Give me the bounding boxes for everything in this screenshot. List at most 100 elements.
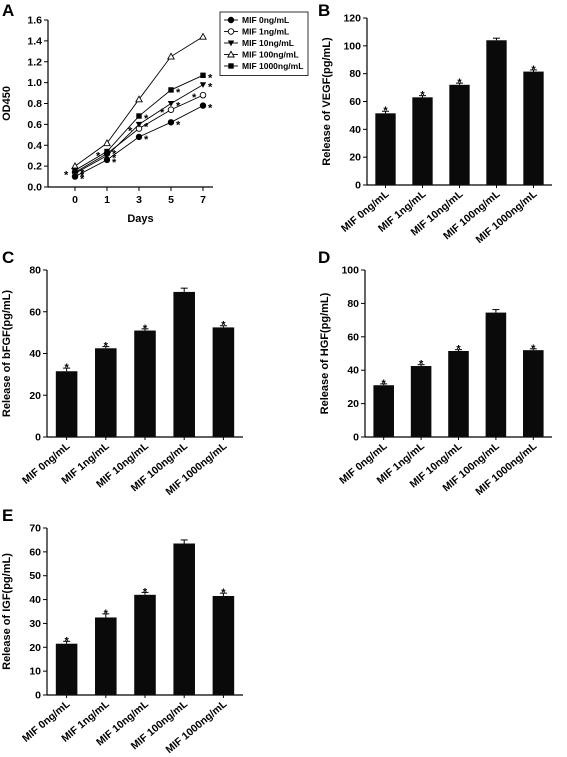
od450-significance-star: * xyxy=(160,107,165,119)
igf-y-tick-label: 40 xyxy=(29,594,41,606)
od450-significance-star: * xyxy=(176,101,181,113)
od450-data-point xyxy=(199,91,207,99)
od450-significance-star: * xyxy=(112,149,117,161)
od450-significance-star: * xyxy=(96,151,101,163)
od450-data-point xyxy=(72,167,78,173)
panel-label-e: E xyxy=(2,506,13,525)
od450-legend-marker xyxy=(228,63,234,69)
bfgf-y-tick-label: 40 xyxy=(29,348,41,360)
od450-legend-label: MIF 10ng/mL xyxy=(242,38,294,48)
vegf-significance-star: * xyxy=(531,64,536,76)
hgf-bar xyxy=(523,350,544,437)
vegf-y-tick-label: 100 xyxy=(343,40,361,52)
od450-data-point xyxy=(199,102,207,109)
hgf-y-tick-label: 80 xyxy=(347,298,359,310)
od450-y-tick-label: 0.8 xyxy=(27,98,42,110)
panel-label-d: D xyxy=(318,248,330,267)
hgf-y-tick-label: 60 xyxy=(347,331,359,343)
od450-significance-star: * xyxy=(208,103,213,115)
od450-legend-label: MIF 1000ng/mL xyxy=(242,61,303,71)
od450-x-axis-label: Days xyxy=(127,213,153,225)
od450-data-point xyxy=(167,52,175,60)
od450-significance-star: * xyxy=(176,119,181,131)
hgf-bar xyxy=(485,312,507,437)
hgf-significance-star: * xyxy=(456,344,461,356)
od450-data-point xyxy=(135,95,143,103)
hgf-y-tick-label: 20 xyxy=(347,398,359,410)
line-chart-od450: 0.00.20.40.60.81.01.21.41.60 1 3 5 7********… xyxy=(1,11,309,225)
od450-data-point xyxy=(199,32,207,40)
vegf-significance-star: * xyxy=(420,90,425,102)
od450-data-point xyxy=(199,82,207,88)
od450-y-tick-label: 1.6 xyxy=(27,15,42,27)
od450-y-tick-label: 0.0 xyxy=(27,182,42,194)
hgf-y-axis-label: Release of HGF(pg/mL) xyxy=(319,292,331,414)
bfgf-y-tick-label: 20 xyxy=(29,390,41,402)
igf-y-tick-label: 0 xyxy=(35,690,41,702)
od450-legend-marker xyxy=(227,50,235,58)
hgf-bar xyxy=(410,366,432,437)
hgf-significance-star: * xyxy=(531,343,536,355)
vegf-y-tick-label: 120 xyxy=(343,13,361,25)
od450-legend-label: MIF 1ng/mL xyxy=(242,27,289,37)
od450-significance-star: * xyxy=(208,82,213,94)
od450-y-tick-label: 1.2 xyxy=(27,56,42,68)
od450-legend-marker xyxy=(227,40,235,47)
od450-legend-label: MIF 100ng/mL xyxy=(242,50,299,60)
vegf-bar xyxy=(412,97,433,185)
od450-significance-star: * xyxy=(128,126,133,138)
od450-significance-star: * xyxy=(112,153,117,165)
od450-x-tick-label: 3 xyxy=(136,194,142,206)
od450-significance-star: * xyxy=(144,113,149,125)
igf-significance-star: * xyxy=(143,586,148,598)
hgf-significance-star: * xyxy=(382,378,387,390)
od450-x-tick-label: 5 xyxy=(168,194,174,206)
igf-bar xyxy=(173,543,195,695)
igf-significance-star: * xyxy=(104,608,109,620)
igf-y-tick-label: 70 xyxy=(29,523,41,535)
vegf-significance-star: * xyxy=(457,77,462,89)
hgf-bar xyxy=(373,385,394,437)
od450-x-tick-label: 7 xyxy=(200,194,206,206)
vegf-bar xyxy=(375,113,396,185)
od450-data-point xyxy=(103,139,111,147)
igf-y-tick-label: 50 xyxy=(29,570,41,582)
od450-data-point xyxy=(168,87,174,93)
vegf-bar xyxy=(523,71,544,185)
bfgf-bar xyxy=(95,348,117,437)
od450-y-tick-label: 0.2 xyxy=(27,161,42,173)
od450-y-axis-label: OD450 xyxy=(1,86,13,121)
bfgf-significance-star: * xyxy=(64,362,69,374)
od450-y-tick-label: 0.6 xyxy=(27,119,42,131)
igf-significance-star: * xyxy=(221,587,226,599)
bfgf-bar xyxy=(173,291,195,437)
hgf-bar xyxy=(448,350,469,437)
bfgf-y-tick-label: 80 xyxy=(29,265,41,277)
od450-y-tick-label: 1.0 xyxy=(27,77,42,89)
vegf-y-tick-label: 60 xyxy=(349,96,361,108)
bfgf-significance-star: * xyxy=(221,320,226,332)
od450-significance-star: * xyxy=(80,170,85,182)
od450-y-tick-label: 1.4 xyxy=(27,35,42,47)
od450-legend-label: MIF 0ng/mL xyxy=(242,15,289,25)
vegf-y-tick-label: 0 xyxy=(355,180,361,192)
od450-significance-star: * xyxy=(192,92,197,104)
od450-data-point xyxy=(135,133,143,141)
igf-y-tick-label: 60 xyxy=(29,546,41,558)
bfgf-bar xyxy=(212,327,235,437)
od450-data-point xyxy=(136,113,142,119)
igf-bar xyxy=(212,595,235,695)
od450-data-point xyxy=(104,148,110,155)
bfgf-bar xyxy=(55,371,78,437)
igf-y-tick-label: 20 xyxy=(29,642,41,654)
od450-significance-star: * xyxy=(144,121,149,133)
bfgf-significance-star: * xyxy=(104,341,109,353)
igf-significance-star: * xyxy=(64,635,69,647)
od450-x-tick-label: 1 xyxy=(104,194,110,206)
od450-significance-star: * xyxy=(112,157,117,169)
od450-significance-star: * xyxy=(208,72,213,84)
